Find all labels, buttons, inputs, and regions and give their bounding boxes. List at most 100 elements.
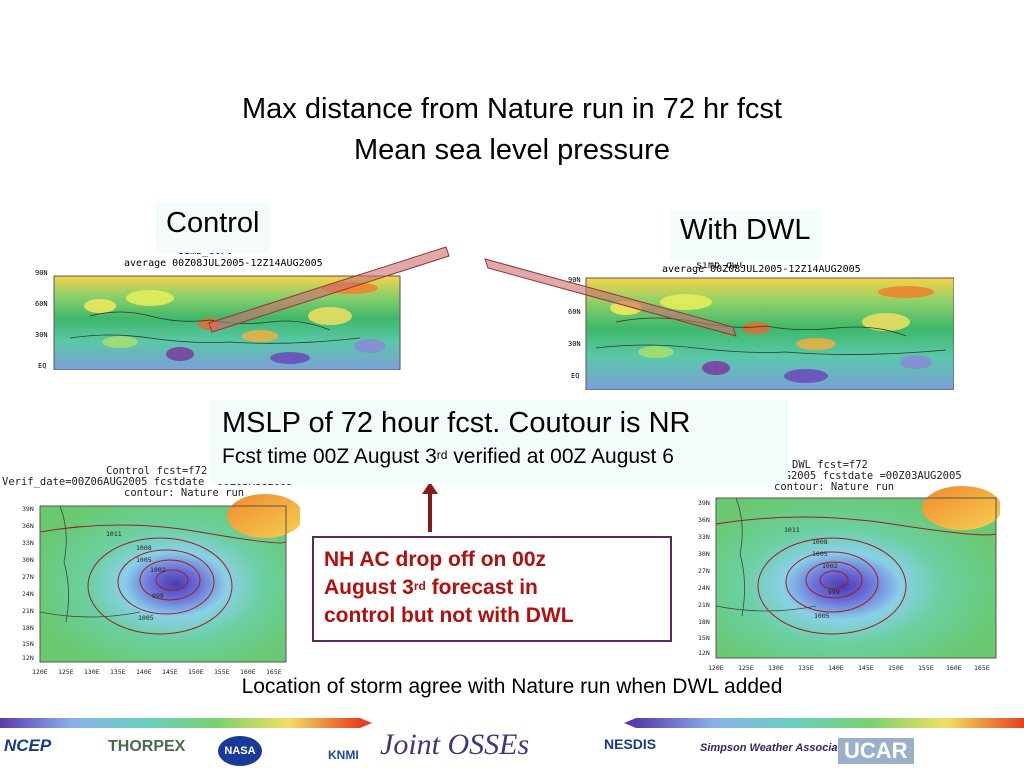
contour-label-1005: 1005 bbox=[812, 550, 828, 558]
mslp-sub-pre: Fcst time 00Z August 3 bbox=[222, 445, 437, 468]
colorbar-right bbox=[636, 718, 1024, 728]
dwl-strip-subtitle: average 00Z08JUL2005-12Z14AUG2005 bbox=[662, 264, 861, 275]
control-strip-subtitle: average 00Z08JUL2005-12Z14AUG2005 bbox=[124, 258, 323, 269]
lat-tick-30n: 30N bbox=[22, 556, 34, 564]
pointer-arrow-head bbox=[422, 482, 438, 494]
lat-tick-18n: 18N bbox=[698, 618, 710, 626]
lat-tick-15n: 15N bbox=[698, 634, 710, 642]
nasa-logo: NASA bbox=[218, 736, 262, 766]
contour-label-1008: 1008 bbox=[812, 538, 828, 546]
contour-label-1005b: 1005 bbox=[138, 614, 154, 622]
with-dwl-label: With DWL bbox=[670, 210, 821, 260]
nh-note-line1: NH AC drop off on 00z bbox=[324, 548, 547, 571]
dwl-strip-name: simb_dwl bbox=[696, 262, 745, 271]
simpson-logo: Simpson Weather Associates bbox=[700, 742, 854, 754]
control-label: Control bbox=[156, 203, 270, 253]
lat-tick-30n: 30N bbox=[568, 340, 581, 348]
ucar-logo: UCAR bbox=[838, 738, 914, 764]
ncep-logo: NCEP bbox=[4, 736, 52, 755]
colorbar-left bbox=[0, 718, 360, 728]
lon-tick-135e: 135E bbox=[110, 668, 126, 676]
lon-tick-140e: 140E bbox=[136, 668, 152, 676]
lon-tick-150e: 150E bbox=[188, 668, 204, 676]
bottom-note: Location of storm agree with Nature run … bbox=[241, 675, 783, 698]
nh-note-line2-pre: August 3 bbox=[324, 576, 414, 599]
lat-tick-33n: 33N bbox=[22, 539, 34, 547]
lon-tick-145e: 145E bbox=[858, 664, 874, 672]
contour-label-999: 999 bbox=[828, 588, 840, 596]
lat-tick-39n: 39N bbox=[22, 505, 34, 513]
lat-tick-90n: 90N bbox=[35, 269, 48, 277]
contour-label-999: 999 bbox=[152, 592, 164, 600]
lat-tick-36n: 36N bbox=[698, 516, 710, 524]
mslp-sub-sup: rd bbox=[436, 448, 448, 462]
lon-tick-165e: 165E bbox=[266, 668, 282, 676]
lat-tick-30n: 30N bbox=[698, 550, 710, 558]
lat-tick-12n: 12N bbox=[698, 649, 710, 657]
control-panel-header1: Control fcst=f72 bbox=[106, 465, 208, 477]
contour-label-1011: 1011 bbox=[784, 526, 800, 534]
joint-osse-logo: Joint OSSEs bbox=[380, 728, 530, 761]
knmi-logo: KNMI bbox=[328, 748, 359, 762]
mslp-caption-title: MSLP of 72 hour fcst. Coutour is NR bbox=[222, 407, 691, 439]
mslp-sub-post: verified at 00Z August 6 bbox=[447, 445, 674, 468]
nh-note-line2-sup: rd bbox=[413, 579, 426, 593]
contour-label-1005b: 1005 bbox=[814, 612, 830, 620]
colorbar-right-tip bbox=[624, 718, 636, 728]
lat-tick-39n: 39N bbox=[698, 499, 710, 507]
dwl-forecast-panel: 1011 1008 1005 1002 999 1005 39N 36N 33N… bbox=[682, 456, 1002, 674]
lon-tick-125e: 125E bbox=[738, 664, 754, 672]
lon-tick-140e: 140E bbox=[828, 664, 844, 672]
contour-label-1002: 1002 bbox=[150, 566, 166, 574]
contour-label-1008: 1008 bbox=[136, 544, 152, 552]
mslp-caption-subtitle: Fcst time 00Z August 3rd verified at 00Z… bbox=[222, 442, 778, 472]
lat-tick-27n: 27N bbox=[698, 567, 710, 575]
lon-tick-165e: 165E bbox=[974, 664, 990, 672]
lon-tick-155e: 155E bbox=[918, 664, 934, 672]
control-panel-header3: contour: Nature run bbox=[124, 487, 245, 499]
lon-tick-120e: 120E bbox=[32, 668, 48, 676]
dwl-panel-header2: AUG2005 fcstdate =00Z03AUG2005 bbox=[772, 470, 962, 482]
lon-tick-160e: 160E bbox=[946, 664, 962, 672]
contour-label-1011: 1011 bbox=[106, 530, 122, 538]
nh-note-line2-post: forecast in bbox=[425, 576, 538, 599]
dwl-panel-header1: DWL fcst=f72 bbox=[792, 459, 868, 471]
mslp-caption-box: MSLP of 72 hour fcst. Coutour is NR Fcst… bbox=[210, 400, 788, 484]
nh-note-line3: control but not with DWL bbox=[324, 604, 574, 627]
dwl-panel-header3: contour: Nature run bbox=[774, 481, 895, 493]
dwl-arrow bbox=[484, 258, 737, 337]
control-panel-header2: Verif_date=00Z06AUG2005 fcstdate =00Z03A… bbox=[2, 476, 293, 488]
lon-tick-120e: 120E bbox=[708, 664, 724, 672]
slide-title-line2: Mean sea level pressure bbox=[354, 134, 670, 166]
lon-tick-155e: 155E bbox=[214, 668, 230, 676]
lat-tick-90n: 90N bbox=[568, 276, 581, 284]
lon-tick-125e: 125E bbox=[58, 668, 74, 676]
lat-tick-30n: 30N bbox=[35, 331, 48, 339]
contour-label-1005: 1005 bbox=[136, 556, 152, 564]
lat-tick-21n: 21N bbox=[698, 601, 710, 609]
nesdis-logo: NESDIS bbox=[604, 736, 657, 752]
lon-tick-135e: 135E bbox=[798, 664, 814, 672]
lat-tick-21n: 21N bbox=[22, 607, 34, 615]
nh-note-box: NH AC drop off on 00z August 3rd forecas… bbox=[312, 536, 672, 642]
lat-tick-60n: 60N bbox=[568, 308, 581, 316]
nh-note-line2: August 3rd forecast in bbox=[324, 574, 660, 602]
lon-tick-145e: 145E bbox=[162, 668, 178, 676]
lat-tick-60n: 60N bbox=[35, 300, 48, 308]
lat-tick-33n: 33N bbox=[698, 533, 710, 541]
lon-tick-130e: 130E bbox=[84, 668, 100, 676]
lat-tick-36n: 36N bbox=[22, 522, 34, 530]
slide-title-line1: Max distance from Nature run in 72 hr fc… bbox=[242, 93, 782, 125]
dwl-average-map: 90N 60N 30N EQ simb_dwl average 00Z08JUL… bbox=[566, 262, 954, 390]
lon-tick-160e: 160E bbox=[240, 668, 256, 676]
lon-tick-150e: 150E bbox=[888, 664, 904, 672]
lat-tick-27n: 27N bbox=[22, 573, 34, 581]
control-arrow bbox=[208, 246, 450, 333]
contour-label-1002: 1002 bbox=[822, 562, 838, 570]
thorpex-logo: THORPEX bbox=[108, 738, 186, 755]
lat-tick-eq: EQ bbox=[571, 372, 579, 380]
lat-tick-24n: 24N bbox=[22, 590, 34, 598]
lat-tick-18n: 18N bbox=[22, 624, 34, 632]
lat-tick-12n: 12N bbox=[22, 654, 34, 662]
